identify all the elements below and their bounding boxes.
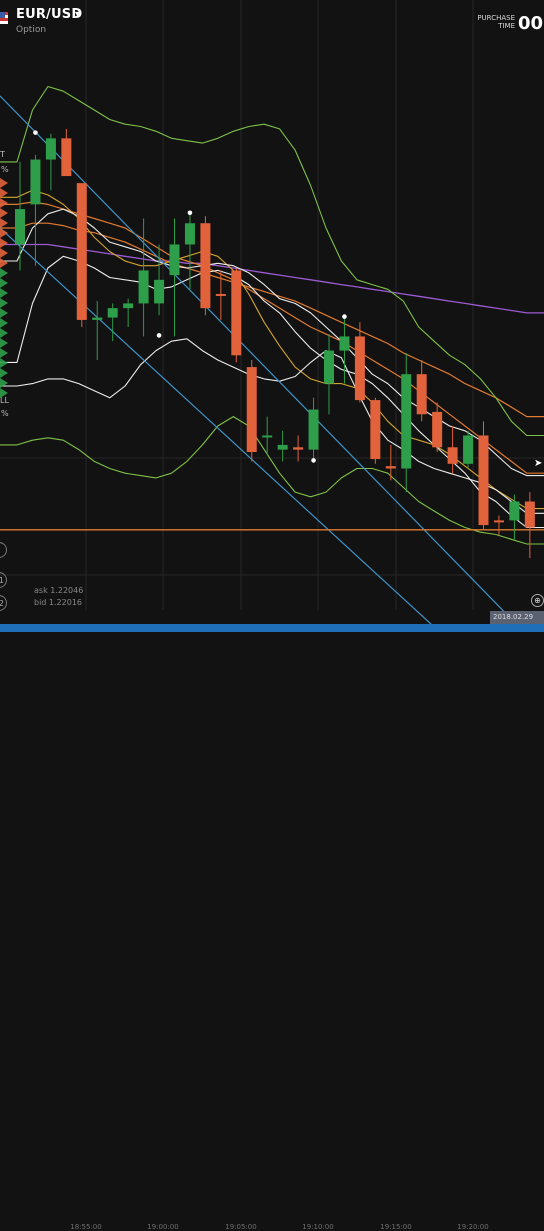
- candle-body: [293, 447, 304, 450]
- us-flag-icon: [0, 12, 8, 24]
- candle-body: [138, 270, 149, 304]
- ask-price: ask 1.22046: [34, 586, 84, 595]
- candle-body: [61, 138, 72, 177]
- candle-body: [169, 244, 180, 276]
- candle-body: [524, 501, 535, 528]
- candle-body: [246, 367, 257, 452]
- asset-pair-label[interactable]: EUR/USD: [16, 7, 83, 22]
- candle-body: [447, 447, 458, 464]
- trend-line-lower: [0, 227, 441, 632]
- call-percent: %: [1, 165, 9, 174]
- sentiment-marker: [0, 198, 8, 208]
- sentiment-marker: [0, 208, 8, 218]
- sentiment-marker: [0, 358, 8, 368]
- purchase-timer: 00:1: [518, 13, 544, 34]
- candle-body: [92, 317, 103, 320]
- time-tick: 18:55:00: [70, 1223, 102, 1231]
- candle-body: [262, 435, 273, 438]
- sentiment-marker: [0, 228, 8, 238]
- fractal-marker: [33, 130, 38, 135]
- price-chart[interactable]: [0, 0, 544, 632]
- chevron-down-icon[interactable]: ▾: [75, 9, 81, 20]
- fractal-marker: [311, 458, 316, 463]
- sentiment-marker: [0, 288, 8, 298]
- sentiment-marker: [0, 238, 8, 248]
- time-tick: 19:10:00: [302, 1223, 334, 1231]
- bottom-bar: [0, 624, 544, 632]
- candle-body: [30, 159, 41, 205]
- candle-body: [277, 444, 288, 450]
- chart-header: EUR/USD ▾ Option PURCHASE TIME 00:1: [0, 0, 544, 44]
- fractal-marker: [342, 314, 347, 319]
- current-date-badge: 2018.02.29: [490, 611, 544, 624]
- zoom-icon[interactable]: ⊕: [531, 594, 544, 607]
- time-tick: 19:20:00: [457, 1223, 489, 1231]
- candle-body: [463, 435, 474, 464]
- put-label: LL: [0, 396, 9, 405]
- time-tick: 19:05:00: [225, 1223, 257, 1231]
- candle-body: [509, 501, 520, 521]
- time-axis: 18:55:00 19:00:00 19:05:00 19:10:00 19:1…: [0, 610, 544, 1231]
- bid-price: bid 1.22016: [34, 598, 83, 607]
- ma-orange-fast-line: [0, 201, 544, 474]
- mouse-cursor-icon: ➤: [534, 458, 543, 469]
- sentiment-marker: [0, 178, 8, 188]
- trend-line-upper: [0, 95, 525, 632]
- candle-body: [401, 374, 412, 469]
- time-tick: 19:15:00: [380, 1223, 412, 1231]
- sentiment-marker: [0, 388, 8, 398]
- ma-orange-slow-line: [0, 222, 544, 418]
- candle-body: [184, 223, 195, 245]
- bollinger-lower-line: [0, 416, 544, 545]
- fractal-marker: [156, 333, 162, 338]
- candle-body: [308, 409, 319, 450]
- sentiment-marker: [0, 338, 8, 348]
- candle-body: [416, 374, 427, 415]
- candle-body: [45, 138, 56, 160]
- candle-body: [324, 350, 334, 384]
- sentiment-marker: [0, 308, 8, 318]
- candle-body: [385, 466, 396, 469]
- candle-body: [478, 435, 489, 526]
- sentiment-marker: [0, 348, 8, 358]
- sentiment-marker: [0, 278, 8, 288]
- candle-body: [200, 223, 211, 309]
- purchase-time-label: PURCHASE TIME: [477, 14, 515, 30]
- asset-type-label: Option: [16, 25, 47, 35]
- sentiment-marker: [0, 188, 8, 198]
- candle-body: [107, 308, 118, 318]
- candle-body: [231, 270, 242, 356]
- candle-body: [215, 293, 226, 296]
- candle-body: [370, 400, 381, 460]
- sentiment-marker: [0, 298, 8, 308]
- sentiment-marker: [0, 318, 8, 328]
- candle-body: [123, 303, 134, 309]
- candle-body: [76, 183, 87, 320]
- call-label: T: [0, 150, 5, 159]
- candle-body: [154, 279, 165, 304]
- candle-body: [432, 411, 443, 448]
- candle-body: [15, 209, 25, 245]
- candle-body: [493, 520, 504, 523]
- sentiment-marker: [0, 268, 8, 278]
- time-tick: 19:00:00: [147, 1223, 179, 1231]
- candle-body: [354, 336, 365, 401]
- bollinger-upper-line: [0, 85, 544, 437]
- sentiment-marker: [0, 248, 8, 258]
- put-percent: %: [1, 409, 9, 418]
- sentiment-marker: [0, 378, 8, 388]
- sentiment-marker: [0, 258, 8, 268]
- ma-purple-line: [0, 243, 544, 314]
- sentiment-marker: [0, 218, 8, 228]
- sentiment-marker: [0, 328, 8, 338]
- bollinger-mid-line-3: [0, 338, 544, 514]
- sentiment-marker: [0, 368, 8, 378]
- candle-body: [339, 336, 350, 351]
- fractal-marker: [187, 210, 193, 216]
